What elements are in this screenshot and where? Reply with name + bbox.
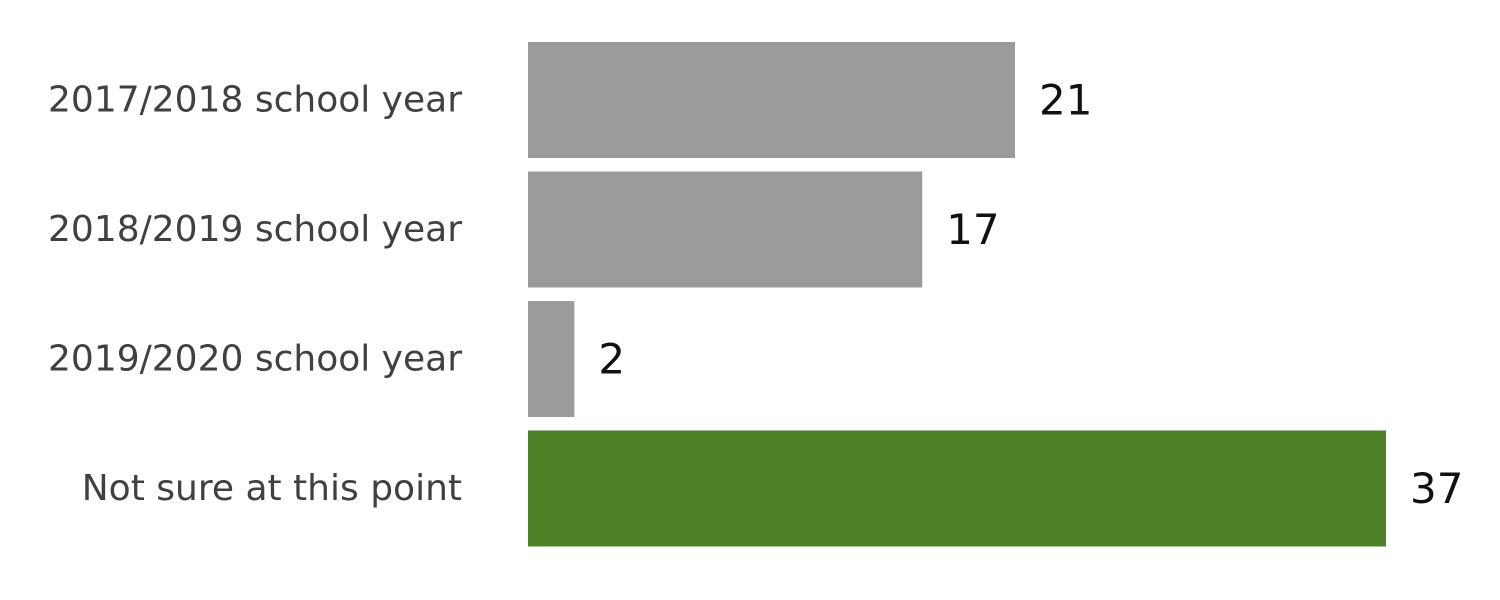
value-label: 21 (1039, 76, 1092, 125)
bar (528, 42, 1015, 158)
value-label: 17 (946, 205, 999, 254)
value-label: 2 (598, 335, 625, 384)
bars-group (528, 42, 1386, 547)
bar (528, 430, 1386, 547)
category-label: 2018/2019 school year (48, 209, 462, 250)
bar (528, 171, 923, 288)
value-label: 37 (1410, 464, 1463, 513)
value-labels-group: 21 17 2 37 (598, 76, 1463, 514)
category-labels-group: 2017/2018 school year 2018/2019 school ye… (48, 80, 462, 510)
category-label: Not sure at this point (82, 468, 462, 509)
bar (528, 301, 575, 417)
category-label: 2017/2018 school year (48, 80, 462, 121)
category-label: 2019/2020 school year (48, 339, 462, 380)
